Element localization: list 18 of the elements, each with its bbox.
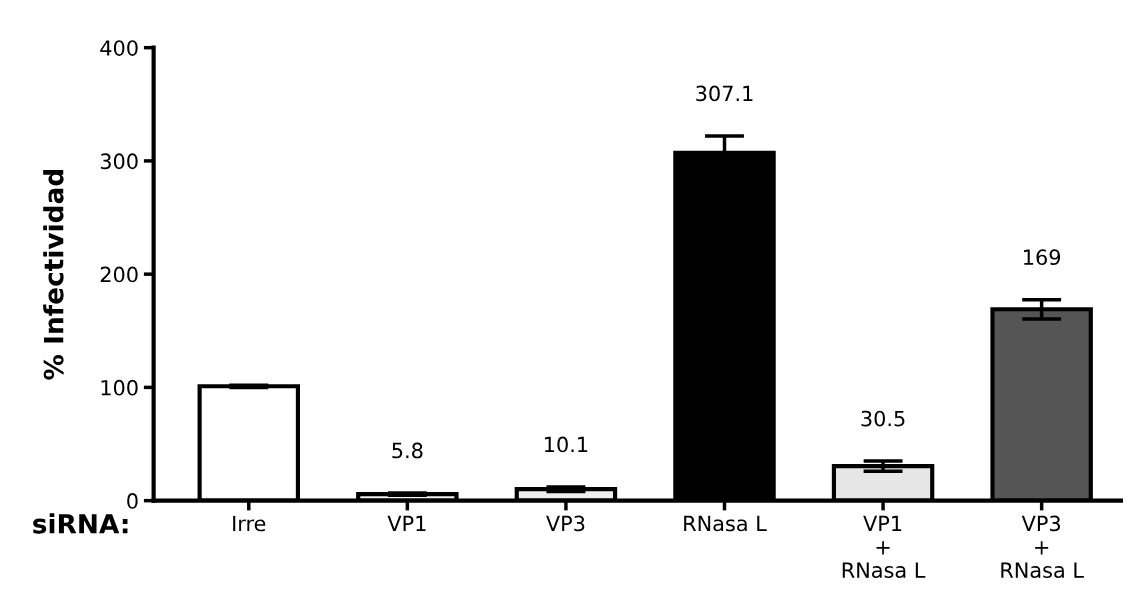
y-tick-label: 200 — [100, 266, 138, 283]
x-tick-label: VP1 + RNasa L — [842, 515, 926, 579]
x-axis-title: siRNA: — [33, 513, 128, 534]
data-label: 169 — [1024, 249, 1061, 266]
x-tick-label: VP1 — [387, 515, 426, 532]
y-tick-label: 100 — [101, 379, 138, 396]
x-tick-label: Irre — [233, 515, 266, 532]
y-tick-label: 0 — [127, 493, 138, 509]
data-label: 10.1 — [545, 436, 588, 453]
x-tick-label: VP3 — [546, 515, 585, 532]
y-axis-title: % Infectividad — [43, 170, 64, 380]
data-label: 307.1 — [696, 85, 753, 102]
y-tick-label: 400 — [100, 40, 138, 56]
x-tick-label: RNasa L — [684, 515, 767, 532]
y-tick-label: 300 — [100, 153, 138, 170]
data-label: 5.8 — [392, 442, 423, 459]
data-label: 30.5 — [861, 410, 905, 427]
x-tick-label: VP3 + RNasa L — [1001, 515, 1084, 579]
